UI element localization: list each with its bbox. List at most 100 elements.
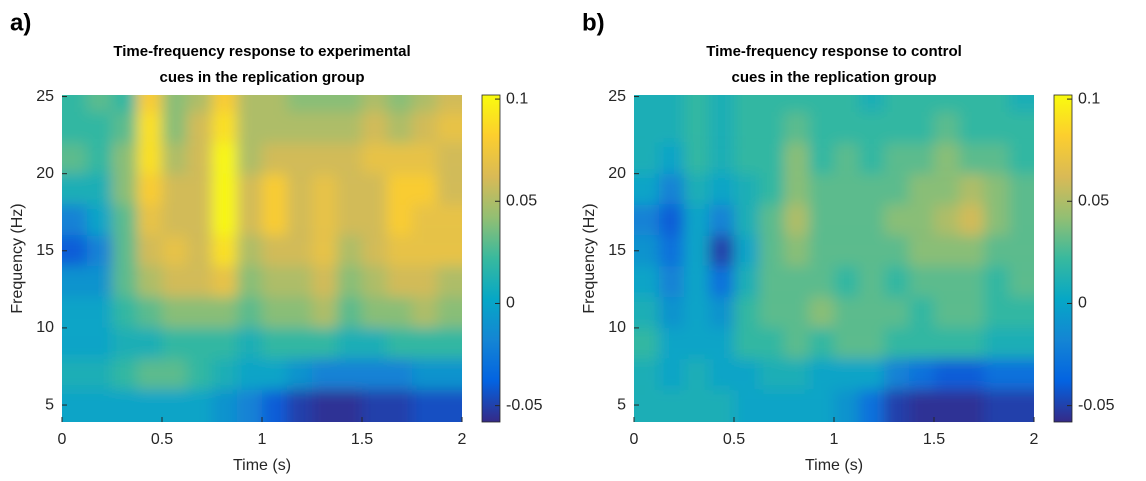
heatmap-cell [287,235,312,267]
heatmap-cell [759,358,784,390]
heatmap-cell [809,297,834,328]
heatmap-cell [437,327,462,359]
heatmap-cell [684,95,709,112]
heatmap-cell [437,111,462,143]
heatmap-cell [162,204,187,236]
y-tick-label: 15 [608,242,626,259]
heatmap-cell [112,358,137,390]
heatmap-cell [1009,173,1034,205]
heatmap-cell [412,142,437,174]
heatmap-cell [634,173,659,205]
heatmap-cell [412,266,437,298]
heatmap-cell [859,266,884,298]
colorbar-tick-label: 0.1 [1078,90,1100,107]
panel-label: b) [582,9,605,36]
heatmap-cell [734,204,759,236]
heatmap-cell [734,358,759,390]
y-tick-label: 5 [617,396,626,413]
heatmap-cell [362,173,387,205]
heatmap-cell [87,297,112,328]
heatmap-cell [709,95,734,112]
heatmap-cell [412,204,437,236]
heatmap-cell [162,358,187,390]
heatmap-cell [1009,235,1034,267]
heatmap-cell [112,389,137,422]
heatmap-cell [784,142,809,174]
heatmap-cell [287,358,312,390]
heatmap-cell [734,297,759,328]
heatmap-cell [684,327,709,359]
heatmap-cell [1009,358,1034,390]
heatmap-cell [859,142,884,174]
heatmap-cell [337,327,362,359]
heatmap-cell [412,111,437,143]
heatmap-cell [387,389,412,422]
heatmap-cell [784,235,809,267]
heatmap-cell [659,266,684,298]
heatmap-cell [187,95,212,112]
x-tick-label: 2 [458,431,467,448]
heatmap-cell [187,111,212,143]
y-tick-label: 5 [45,396,54,413]
heatmap-cell [809,327,834,359]
heatmap-cell [634,327,659,359]
heatmap-cell [62,389,87,422]
heatmap-cell [909,142,934,174]
y-tick-label: 10 [608,319,626,336]
x-tick-label: 1.5 [351,431,373,448]
heatmap-cell [984,358,1009,390]
colorbar-tick-label: 0.05 [506,192,537,209]
heatmap-cell [759,111,784,143]
heatmap-cell [909,111,934,143]
heatmap-cell [262,389,287,422]
heatmap-cell [62,297,87,328]
heatmap-cell [659,358,684,390]
heatmap-cell [237,358,262,390]
heatmap-cell [734,235,759,267]
heatmap-cell [884,266,909,298]
y-tick-label: 15 [36,242,54,259]
heatmap-cell [287,95,312,112]
heatmap-cell [959,266,984,298]
colorbar-tick-label: -0.05 [506,397,543,414]
heatmap-cell [884,95,909,112]
heatmap-cell [287,142,312,174]
heatmap-cell [709,111,734,143]
heatmap-cell [387,327,412,359]
heatmap-cell [1009,266,1034,298]
heatmap-cell [62,327,87,359]
heatmap-cell [834,327,859,359]
heatmap-cell [187,389,212,422]
heatmap-cell [984,173,1009,205]
heatmap-cell [412,297,437,328]
heatmap-cell [362,266,387,298]
heatmap-cell [984,111,1009,143]
heatmap-cell [984,327,1009,359]
heatmap-cell [859,327,884,359]
colorbar-tick-label: 0 [1078,295,1087,312]
heatmap-cell [87,235,112,267]
heatmap-cell [759,173,784,205]
heatmap-cell [262,266,287,298]
heatmap-cell [362,389,387,422]
heatmap-cell [362,297,387,328]
heatmap-cell [784,204,809,236]
heatmap-cell [959,142,984,174]
x-tick-label: 2 [1030,431,1039,448]
heatmap-cell [137,297,162,328]
heatmap-cell [137,235,162,267]
heatmap-cell [934,173,959,205]
chart-title: Time-frequency response to control [706,43,962,60]
heatmap-cell [87,111,112,143]
heatmap-cell [934,389,959,422]
x-axis-label: Time (s) [805,457,863,474]
heatmap-cell [387,235,412,267]
heatmap-cell [759,142,784,174]
heatmap-cell [709,173,734,205]
heatmap-cell [237,327,262,359]
chart-title: cues in the replication group [159,69,364,86]
chart-title: cues in the replication group [731,69,936,86]
chart-title: Time-frequency response to experimental [113,43,410,60]
heatmap-cell [759,389,784,422]
heatmap-cell [709,297,734,328]
